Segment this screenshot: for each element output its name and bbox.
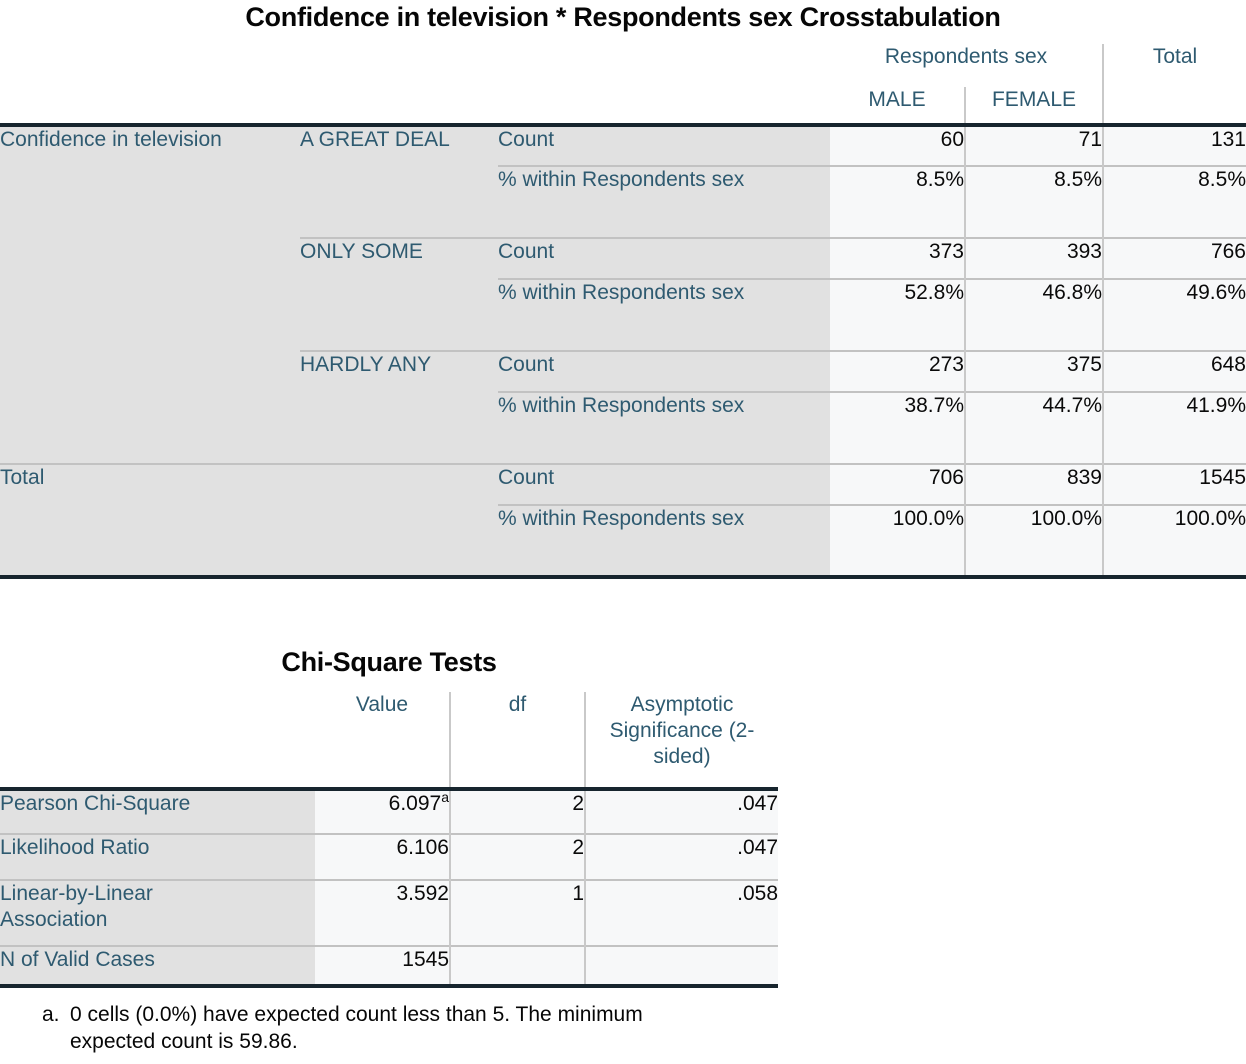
cell-pct-female: 46.8% [964,278,1103,351]
chi-cell-value: 1545 [315,945,450,986]
chi-cell-value: 6.097a [315,787,450,834]
footnote-text: 0 cells (0.0%) have expected count less … [70,1003,643,1053]
chi-cell-df: 2 [449,787,585,834]
footnote-marker: a. [42,1003,60,1026]
chi-row-label: Linear-by-Linear Association [0,879,315,946]
table-row: % within Respondents sex 52.8% 46.8% 49.… [0,278,1246,351]
cell-pct-female: 44.7% [964,391,1103,464]
footnote-marker-sup: a [441,789,449,805]
cell-pct-female: 8.5% [964,165,1103,238]
crosstab-header-spacer2 [0,87,830,125]
crosstab-total-col-header: Total [1102,44,1246,125]
chi-square-table: Value df Asymptotic Significance (2-side… [0,692,778,988]
cell-pct-total: 100.0% [1102,504,1246,577]
stat-label-pct: % within Respondents sex [498,391,830,464]
chi-cell-sig: .047 [584,787,778,834]
chi-square-title: Chi-Square Tests [281,647,497,677]
chi-cell-df: 2 [449,833,585,880]
cell-pct-total: 41.9% [1102,391,1246,464]
chi-row-label: Pearson Chi-Square [0,787,315,834]
stat-label-count: Count [498,237,830,279]
crosstab-header-row-group: Respondents sex Total [0,44,1246,125]
crosstab-row-dim-label: Confidence in television [0,123,300,464]
cell-count-total: 648 [1102,350,1246,392]
cell-pct-male: 52.8% [830,278,965,351]
cell-count-male: 273 [830,350,965,392]
chi-cell-value: 6.106 [315,833,450,880]
table-row: N of Valid Cases 1545 [0,945,778,986]
crosstab-category-label: A GREAT DEAL [300,123,498,238]
chi-cell-sig: .058 [584,879,778,946]
cell-count-total: 766 [1102,237,1246,279]
crosstab-table: Respondents sex Total MALE FEMALE Confid… [0,44,1246,579]
crosstab-header-row-cats: MALE FEMALE [0,87,1246,125]
chi-row-label: N of Valid Cases [0,945,315,986]
chi-header-spacer [0,692,315,789]
table-row: HARDLY ANY Count 273 375 648 [0,350,1246,464]
cell-count-female: 393 [964,237,1103,279]
table-row: Linear-by-Linear Association 3.592 1 .05… [0,879,778,946]
crosstab-col-header-male: MALE [868,88,926,111]
chi-cell-sig [584,945,778,986]
cell-pct-male: 38.7% [830,391,965,464]
cell-pct-male: 8.5% [830,165,965,238]
crosstab-col-group-label: Respondents sex [884,45,1048,68]
cell-pct-female: 100.0% [964,504,1103,577]
crosstab-category-label: HARDLY ANY [300,350,498,464]
cell-count-total: 131 [1102,123,1246,166]
stat-label-pct: % within Respondents sex [498,278,830,351]
crosstab-total-row-label: Total [0,463,498,577]
table-row: % within Respondents sex 100.0% 100.0% 1… [0,504,1246,577]
cell-count-male: 60 [830,123,965,166]
stat-label-count: Count [498,463,830,505]
chi-cell-df: 1 [449,879,585,946]
stat-label-pct: % within Respondents sex [498,165,830,238]
chi-square-header-row: Value df Asymptotic Significance (2-side… [0,692,778,789]
crosstab-col-header-female: FEMALE [964,87,1103,125]
crosstab-header-spacer [0,44,830,87]
table-row: Likelihood Ratio 6.106 2 .047 [0,833,778,880]
table-row: Confidence in television A GREAT DEAL Co… [0,123,1246,464]
table-row: ONLY SOME Count 373 393 766 [0,237,1246,351]
chi-cell-df [449,945,585,986]
cell-pct-total: 49.6% [1102,278,1246,351]
table-footnote: a. 0 cells (0.0%) have expected count le… [42,1001,670,1055]
cell-count-total: 1545 [1102,463,1246,505]
chi-col-header-sig: Asymptotic Significance (2-sided) [584,692,778,789]
chi-col-header-value: Value [355,693,409,716]
chi-col-header-df: df [449,692,585,789]
table-row: Total Count 706 839 1545 [0,463,1246,577]
cell-count-female: 375 [964,350,1103,392]
chi-cell-value: 3.592 [315,879,450,946]
stat-label-pct: % within Respondents sex [498,504,830,577]
table-row: % within Respondents sex 38.7% 44.7% 41.… [0,391,1246,464]
cell-count-female: 71 [964,123,1103,166]
stat-label-count: Count [498,123,830,166]
table-row: % within Respondents sex 8.5% 8.5% 8.5% [0,165,1246,238]
cell-pct-male: 100.0% [830,504,965,577]
table-row: Pearson Chi-Square 6.097a 2 .047 [0,787,778,834]
crosstab-title: Confidence in television * Respondents s… [245,2,1001,32]
stat-label-count: Count [498,350,830,392]
cell-count-female: 839 [964,463,1103,505]
chi-cell-sig: .047 [584,833,778,880]
cell-pct-total: 8.5% [1102,165,1246,238]
cell-count-male: 706 [830,463,965,505]
chi-row-label: Likelihood Ratio [0,833,315,880]
crosstab-category-label: ONLY SOME [300,237,498,351]
cell-count-male: 373 [830,237,965,279]
